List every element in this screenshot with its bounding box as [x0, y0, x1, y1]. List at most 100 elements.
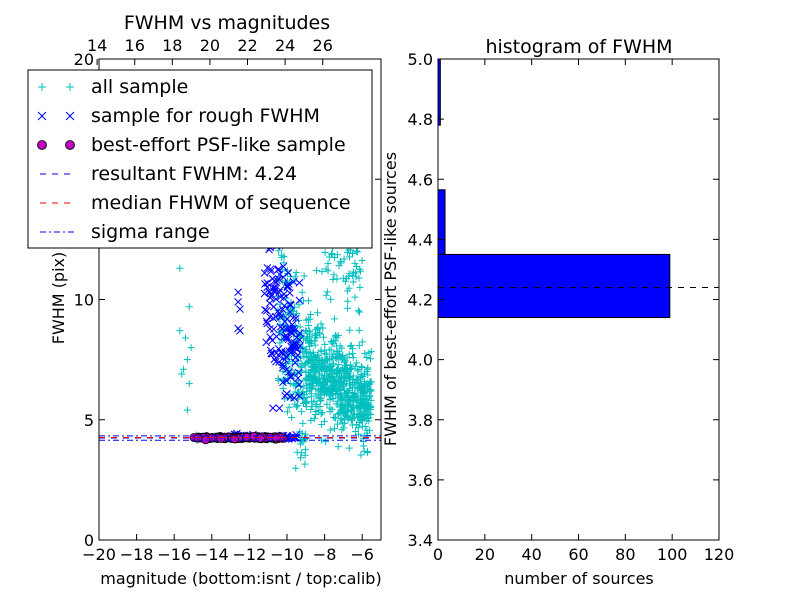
data-point [327, 251, 335, 259]
data-point [292, 314, 300, 323]
data-point [340, 358, 348, 366]
data-point [266, 267, 275, 276]
data-point [321, 346, 329, 354]
fwhm-histogram-chart: histogram of FWHM 0 20 40 60 80 100 120 3.4 3.6 3… [381, 36, 734, 588]
data-point [324, 267, 332, 275]
legend-marker [65, 140, 75, 150]
data-point [345, 444, 353, 452]
data-point [364, 371, 372, 379]
data-point [363, 353, 371, 361]
reference-lines [99, 435, 381, 441]
data-point [185, 303, 193, 311]
data-point [351, 269, 359, 277]
data-point [283, 408, 291, 416]
data-point [332, 331, 340, 339]
data-point [275, 358, 283, 366]
data-point [335, 262, 343, 270]
data-point [334, 385, 342, 393]
data-point [305, 357, 313, 365]
data-point [360, 400, 368, 408]
histogram-title: histogram of FWHM [485, 36, 672, 58]
data-point [180, 365, 188, 373]
data-point [347, 364, 355, 372]
data-point [360, 442, 368, 450]
data-point [358, 338, 366, 346]
data-point [278, 305, 287, 314]
data-point [271, 284, 280, 293]
data-point [328, 338, 336, 346]
data-point [185, 380, 193, 388]
data-point [328, 405, 336, 413]
data-point [323, 355, 331, 363]
top-tick-label: 18 [162, 36, 182, 55]
top-tick-label: 26 [313, 36, 333, 55]
data-point [334, 354, 342, 362]
top-tick-label: 22 [237, 36, 257, 55]
y-tick-label: 0 [84, 531, 94, 550]
data-point [260, 269, 269, 277]
histogram-x-tick-label: 80 [615, 545, 635, 564]
top-tick-label: 20 [200, 36, 220, 55]
data-point [284, 269, 293, 277]
data-point [284, 324, 293, 333]
data-point [293, 309, 301, 317]
chart-title: FWHM vs magnitudes [124, 12, 330, 34]
data-point [187, 344, 195, 352]
data-point [358, 257, 366, 265]
data-point [296, 323, 304, 331]
data-point [353, 399, 361, 407]
data-point [347, 341, 355, 349]
data-point [300, 272, 308, 280]
histogram-x-tick-label: 100 [657, 545, 688, 564]
data-point [295, 380, 303, 389]
data-point [332, 391, 340, 399]
data-point [320, 417, 328, 425]
data-point [367, 410, 375, 418]
data-point [311, 337, 319, 345]
data-point [353, 248, 361, 256]
data-point [307, 405, 315, 413]
data-point [351, 293, 359, 301]
data-point [183, 406, 191, 414]
data-point [355, 326, 363, 334]
x-tick-label: −14 [195, 545, 229, 564]
data-point [333, 342, 341, 350]
data-point [272, 349, 281, 357]
data-point [303, 393, 311, 401]
data-point [349, 345, 357, 353]
data-point [341, 390, 349, 398]
data-point [280, 355, 289, 364]
data-point [333, 275, 341, 283]
data-point [262, 338, 271, 347]
data-point [313, 266, 321, 274]
data-point [352, 273, 360, 281]
data-point [279, 273, 288, 281]
data-point [312, 365, 320, 373]
histogram-y-tick-label: 4.4 [408, 230, 433, 249]
histogram-y-tick-label: 4.0 [408, 351, 433, 370]
x-tick-label: −10 [270, 545, 304, 564]
data-point [265, 288, 273, 296]
data-point [323, 400, 331, 408]
data-point [284, 282, 293, 290]
data-point [298, 288, 306, 296]
data-point [274, 344, 283, 353]
data-point [296, 341, 304, 350]
data-point [276, 293, 285, 301]
legend-marker [66, 83, 74, 91]
legend-marker [37, 111, 47, 121]
data-point [336, 257, 344, 265]
data-point [293, 351, 302, 359]
data-point [318, 421, 326, 429]
data-point [317, 320, 325, 328]
data-point [319, 379, 327, 387]
data-point [326, 396, 334, 404]
data-point [340, 373, 348, 381]
data-point [345, 350, 353, 358]
data-point [345, 398, 353, 406]
data-point [333, 350, 341, 358]
data-point [272, 357, 280, 366]
data-point [357, 410, 365, 418]
data-point [306, 386, 314, 394]
